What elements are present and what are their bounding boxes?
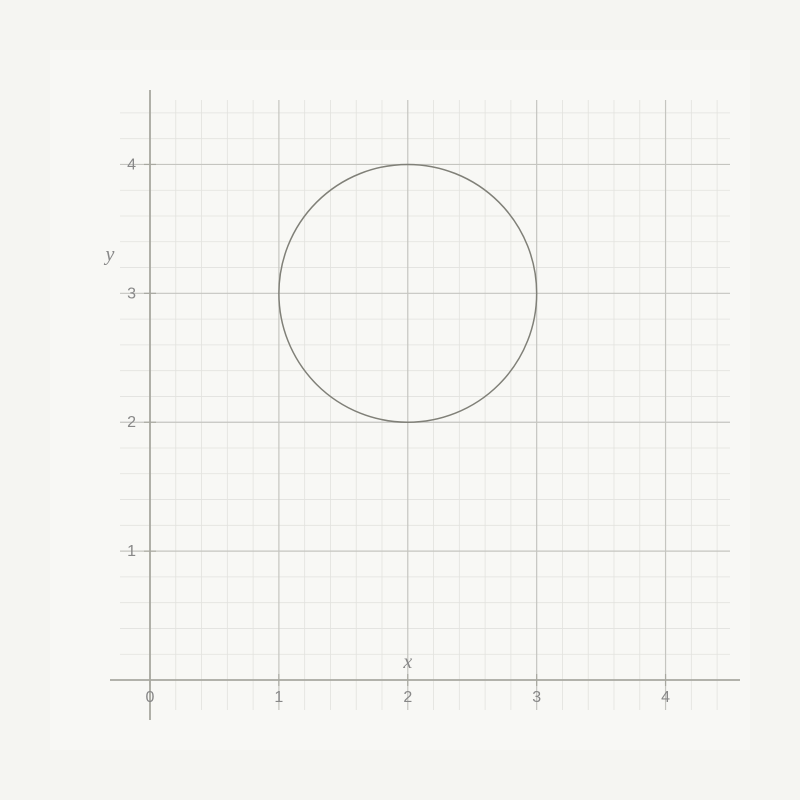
svg-text:2: 2 [403, 689, 412, 706]
svg-text:1: 1 [274, 689, 283, 706]
chart-svg: 0 1 2 3 4 1 2 3 4 x y [50, 50, 750, 750]
svg-text:3: 3 [127, 285, 136, 302]
axes [110, 90, 740, 720]
svg-text:x: x [402, 651, 412, 673]
tick-labels: 0 1 2 3 4 1 2 3 4 [127, 156, 670, 706]
svg-text:0: 0 [146, 689, 155, 706]
svg-text:4: 4 [661, 689, 670, 706]
chart-container: 0 1 2 3 4 1 2 3 4 x y [50, 50, 750, 750]
tick-marks [144, 164, 666, 686]
svg-text:3: 3 [532, 689, 541, 706]
svg-text:1: 1 [127, 543, 136, 560]
svg-text:4: 4 [127, 156, 136, 173]
svg-text:2: 2 [127, 414, 136, 431]
major-gridlines [120, 100, 730, 710]
svg-text:y: y [104, 244, 115, 266]
minor-gridlines [120, 100, 730, 710]
